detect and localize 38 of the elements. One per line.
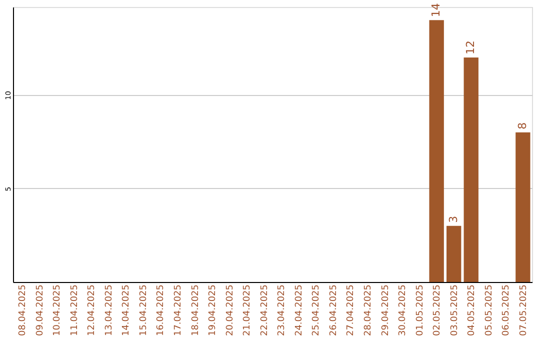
bar <box>429 20 444 282</box>
x-tick-label: 17.04.2025 <box>174 284 184 336</box>
x-tick-label: 24.04.2025 <box>294 284 304 336</box>
x-tick-label: 20.04.2025 <box>225 284 236 336</box>
data-label: 8 <box>516 122 529 130</box>
data-label: 14 <box>430 3 443 18</box>
x-tick-label: 18.04.2025 <box>190 284 201 336</box>
x-tick-label: 06.05.2025 <box>502 284 512 336</box>
bar <box>464 58 478 282</box>
x-tick-label: 23.04.2025 <box>277 284 288 336</box>
bar <box>446 226 462 282</box>
x-tick-label: 02.05.2025 <box>432 284 443 336</box>
x-tick-label: 03.05.2025 <box>450 284 460 336</box>
x-tick-label: 14.04.2025 <box>122 284 132 336</box>
x-tick-label: 30.04.2025 <box>398 284 408 336</box>
x-tick-label: 16.04.2025 <box>156 284 166 336</box>
x-tick-label: 15.04.2025 <box>138 284 149 336</box>
x-tick-label: 25.04.2025 <box>312 284 322 336</box>
x-tick-label: 12.04.2025 <box>87 284 98 336</box>
data-label: 12 <box>464 40 478 55</box>
x-tick-label: 08.04.2025 <box>18 284 28 336</box>
x-tick-label: 19.04.2025 <box>208 284 218 336</box>
x-tick-label: 29.04.2025 <box>380 284 391 336</box>
x-tick-label: 01.05.2025 <box>415 284 426 336</box>
x-tick-label: 27.04.2025 <box>346 284 356 336</box>
x-tick-label: 26.04.2025 <box>328 284 339 336</box>
x-tick-label: 10.04.2025 <box>52 284 63 336</box>
x-tick-label: 09.04.2025 <box>35 284 46 336</box>
x-tick-label: 22.04.2025 <box>260 284 270 336</box>
x-tick-label: 07.05.2025 <box>518 284 529 336</box>
data-label: 3 <box>446 216 460 223</box>
x-tick-label: 11.04.2025 <box>70 284 80 336</box>
x-tick-label: 13.04.2025 <box>104 284 114 336</box>
x-tick-label: 05.05.2025 <box>484 284 494 336</box>
bar <box>516 132 530 282</box>
x-tick-label: 04.05.2025 <box>467 284 478 336</box>
x-tick-label: 28.04.2025 <box>363 284 374 336</box>
x-tick-label: 21.04.2025 <box>242 284 253 336</box>
